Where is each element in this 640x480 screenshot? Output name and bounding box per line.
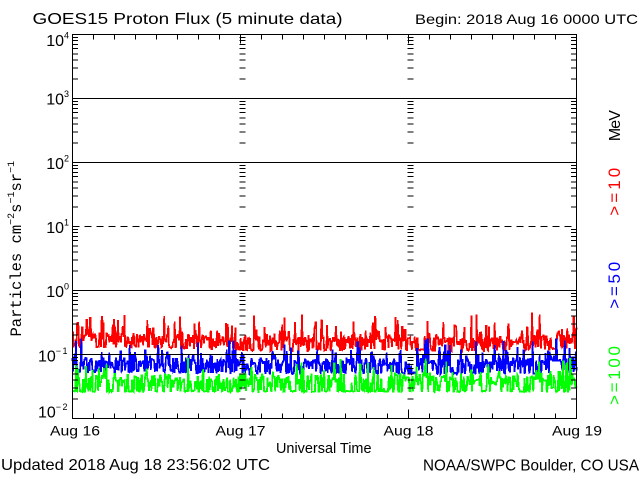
svg-text:103: 103 <box>46 89 69 109</box>
svg-text:Updated 2018 Aug 18 23:56:02 U: Updated 2018 Aug 18 23:56:02 UTC <box>1 457 270 474</box>
svg-text:>=100: >=100 <box>605 346 624 405</box>
svg-text:101: 101 <box>46 218 69 238</box>
svg-text:Universal Time: Universal Time <box>276 440 372 457</box>
svg-text:GOES15 Proton Flux (5 minute d: GOES15 Proton Flux (5 minute data) <box>33 11 343 28</box>
svg-text:100: 100 <box>46 282 69 302</box>
svg-text:102: 102 <box>46 154 69 174</box>
svg-text:Begin: 2018 Aug 16 0000 UTC: Begin: 2018 Aug 16 0000 UTC <box>415 11 638 27</box>
svg-text:Particles cm−2s−1sr−1: Particles cm−2s−1sr−1 <box>7 161 26 337</box>
svg-text:Aug 18: Aug 18 <box>384 423 434 439</box>
svg-text:Aug 19: Aug 19 <box>552 423 602 439</box>
svg-text:104: 104 <box>46 31 69 51</box>
svg-text:Aug 16: Aug 16 <box>50 423 100 439</box>
svg-text:MeV: MeV <box>607 110 624 141</box>
svg-text:NOAA/SWPC Boulder, CO USA: NOAA/SWPC Boulder, CO USA <box>423 458 640 475</box>
svg-text:Aug 17: Aug 17 <box>216 423 266 439</box>
